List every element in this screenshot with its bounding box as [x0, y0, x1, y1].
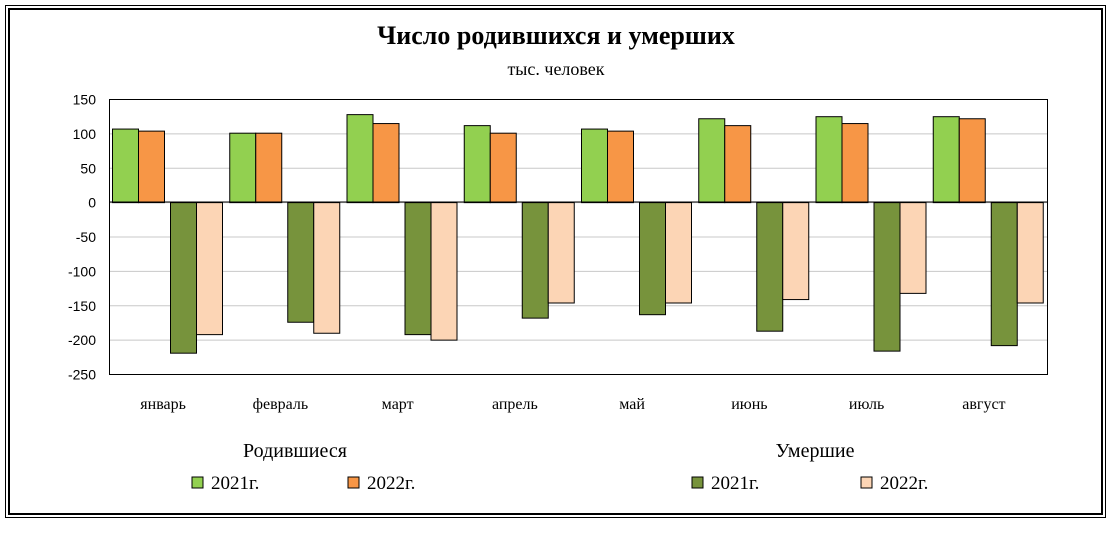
bar-died-2021 [170, 202, 197, 354]
chart-title: Число родившихся и умерших [377, 21, 735, 50]
bar-born-2022 [958, 118, 986, 204]
bar-died-2021 [404, 202, 432, 336]
x-tick-label: июль [849, 396, 884, 413]
bar-died-2022 [430, 202, 458, 341]
bar-died-2021 [639, 202, 666, 316]
bar-born-2021 [346, 114, 374, 204]
bar-born-2021 [932, 116, 960, 204]
x-tick-label: январь [140, 396, 186, 413]
inner-border [8, 8, 1103, 515]
y-tick-label: -50 [76, 229, 96, 245]
legend-group-born-title: Родившиеся [243, 440, 347, 462]
y-axis-ticks: 150 100 50 0 -50 -100 -150 -200 -250 [68, 92, 96, 383]
plot-area-border [109, 99, 1048, 375]
legend-label-died-2022: 2022г. [880, 473, 928, 494]
bar-born-2021 [112, 128, 139, 204]
legend-label-died-2021: 2021г. [711, 473, 759, 494]
bar-died-2022 [547, 202, 575, 304]
bar-born-2022 [372, 123, 400, 204]
x-tick-label: февраль [253, 396, 309, 413]
chart-subtitle: тыс. человек [507, 59, 604, 79]
bar-born-2021 [581, 128, 608, 204]
x-axis-ticks: январь февраль март апрель май июнь июль август [140, 396, 1005, 413]
y-tick-label: -200 [68, 332, 96, 348]
y-tick-label: 0 [88, 195, 96, 211]
legend-swatch-born-2022 [347, 476, 360, 489]
bar-born-2022 [138, 130, 165, 204]
legend-swatch-died-2021 [691, 476, 704, 489]
bar-born-2022 [841, 123, 869, 204]
y-tick-label: -250 [68, 367, 96, 383]
bar-born-2022 [489, 132, 517, 204]
bar-born-2022 [724, 125, 752, 204]
bars [112, 114, 1044, 354]
bar-born-2022 [255, 132, 283, 204]
bar-born-2022 [607, 130, 634, 204]
bar-died-2021 [756, 202, 784, 332]
legend-group-died-title: Умершие [776, 440, 855, 462]
bar-died-2021 [990, 202, 1018, 347]
bar-born-2021 [698, 118, 726, 204]
outer-border [5, 5, 1106, 518]
bar-died-2021 [873, 202, 901, 352]
legend-label-born-2021: 2021г. [211, 473, 259, 494]
bar-died-2022 [1016, 202, 1044, 304]
x-tick-label: апрель [492, 396, 538, 413]
y-tick-label: 150 [73, 92, 97, 108]
x-tick-label: май [619, 396, 645, 413]
bar-born-2021 [815, 116, 843, 204]
legend: Родившиеся Умершие 2021г. 2022г. 2021г. … [191, 440, 928, 494]
x-tick-label: июнь [731, 396, 767, 413]
bar-died-2022 [899, 202, 927, 294]
bar-died-2021 [521, 202, 549, 319]
x-tick-label: август [962, 396, 1005, 413]
y-tick-label: 100 [73, 126, 97, 142]
legend-label-born-2022: 2022г. [367, 473, 415, 494]
bar-born-2021 [229, 132, 257, 204]
bar-died-2022 [782, 202, 810, 301]
y-tick-label: -150 [68, 298, 96, 314]
legend-swatch-born-2021 [191, 476, 204, 489]
bar-died-2022 [313, 202, 341, 334]
x-tick-label: март [382, 396, 414, 413]
y-tick-label: -100 [68, 263, 96, 279]
bar-died-2022 [196, 202, 223, 336]
y-tick-label: 50 [80, 160, 96, 176]
bar-died-2021 [287, 202, 315, 323]
bar-died-2022 [665, 202, 692, 304]
legend-swatch-died-2022 [860, 476, 873, 489]
bar-born-2021 [463, 125, 491, 204]
